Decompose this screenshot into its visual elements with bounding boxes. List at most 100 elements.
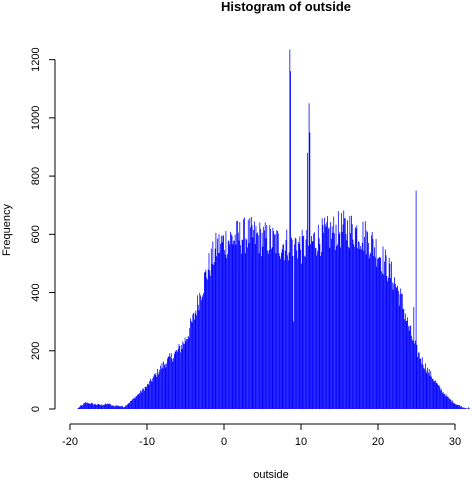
histogram-bar (83, 403, 84, 409)
histogram-bar (413, 307, 415, 409)
histogram-bar (431, 378, 433, 409)
histogram-bar (334, 249, 336, 409)
histogram-bar (153, 373, 155, 409)
histogram-bar (421, 363, 422, 409)
histogram-bar (393, 283, 395, 409)
histogram-bar (452, 402, 454, 409)
histogram-bar (314, 232, 315, 409)
histogram-bar (266, 224, 268, 409)
histogram-bar (167, 358, 168, 409)
histogram-bar (295, 238, 297, 409)
histogram-bar (177, 348, 179, 409)
histogram-bar (215, 232, 217, 409)
histogram-bar (96, 404, 98, 409)
histogram-bar (351, 215, 352, 409)
histogram-bar (456, 404, 458, 409)
histogram-bar (174, 351, 176, 409)
histogram-bar (222, 235, 224, 409)
y-tick-label: 200 (30, 342, 42, 360)
histogram-bar (412, 340, 414, 409)
histogram-bar (159, 369, 161, 409)
histogram-bar (360, 245, 362, 409)
histogram-bar (179, 346, 181, 409)
histogram-bar (442, 391, 444, 409)
histogram-bar (438, 385, 440, 409)
histogram-bar (162, 367, 164, 409)
histogram-bar (317, 224, 319, 409)
histogram-bar (371, 232, 373, 409)
histogram-bar (389, 263, 391, 409)
histogram-bar (176, 350, 178, 409)
histogram-bar (401, 293, 402, 409)
histogram-bar (243, 219, 245, 409)
x-tick-label: -10 (139, 436, 155, 448)
histogram-bar (301, 229, 303, 409)
histogram-bar (112, 405, 114, 409)
histogram-bar (380, 258, 382, 409)
histogram-bar (133, 398, 134, 409)
histogram-bar (365, 254, 367, 409)
histogram-bar (441, 392, 443, 409)
histogram-bar (187, 339, 188, 409)
histogram-bar (298, 243, 300, 409)
histogram-bar (231, 235, 233, 409)
histogram-bar (378, 257, 380, 409)
histogram-bar (341, 213, 342, 409)
histogram-bar (86, 402, 88, 409)
histogram-bar (448, 397, 449, 409)
histogram-bar (330, 222, 332, 409)
histogram-bar (280, 258, 281, 409)
histogram-bar (184, 337, 186, 409)
histogram-bar (329, 247, 331, 409)
histogram-bar (192, 314, 194, 409)
histogram-bar (297, 258, 298, 409)
histogram-bar (361, 242, 363, 409)
histogram-bar (468, 407, 469, 409)
histogram-bar (261, 232, 263, 409)
histogram-bar (170, 357, 171, 409)
histogram-bar (96, 404, 97, 409)
histogram-bar (294, 237, 296, 409)
histogram-bar (451, 400, 453, 409)
histogram-bar (109, 403, 111, 409)
histogram-bar (441, 389, 442, 409)
histogram-bar (101, 405, 103, 409)
histogram-bar (404, 319, 405, 409)
histogram-bar (183, 343, 184, 409)
histogram-bar (105, 403, 107, 409)
histogram-bar (322, 224, 324, 409)
histogram-bar (190, 318, 191, 409)
histogram-bar (401, 294, 403, 409)
histogram-bar (124, 406, 126, 409)
histogram-bar (374, 247, 375, 409)
histogram-bar (341, 232, 343, 409)
histogram-bar (250, 227, 251, 409)
histogram-bar (226, 258, 228, 409)
histogram-bar (86, 403, 87, 409)
histogram-bar (225, 231, 227, 409)
histogram-bar (319, 244, 321, 409)
histogram-bar (227, 254, 228, 409)
histogram-bar (183, 344, 185, 409)
y-tick-label: 600 (30, 225, 42, 243)
x-axis-label: outside (253, 469, 288, 481)
histogram-bar (284, 260, 285, 409)
histogram-bar (375, 239, 377, 409)
histogram-bar (191, 322, 193, 409)
histogram-bar (265, 238, 267, 409)
histogram-bar (240, 253, 242, 409)
histogram-bar (208, 253, 210, 409)
histogram-bar (273, 231, 275, 409)
histogram-bar (193, 319, 195, 409)
histogram-bar (437, 384, 439, 409)
histogram-bar (374, 257, 376, 409)
histogram-bar (107, 404, 109, 409)
histogram-bar (331, 226, 333, 409)
histogram-bar (262, 246, 264, 409)
histogram-bar (84, 402, 86, 409)
histogram-bar (147, 383, 149, 409)
histogram-bar (284, 250, 286, 409)
histogram-bar (264, 222, 266, 409)
histogram-bar (414, 343, 415, 409)
histogram-bar (328, 227, 330, 409)
